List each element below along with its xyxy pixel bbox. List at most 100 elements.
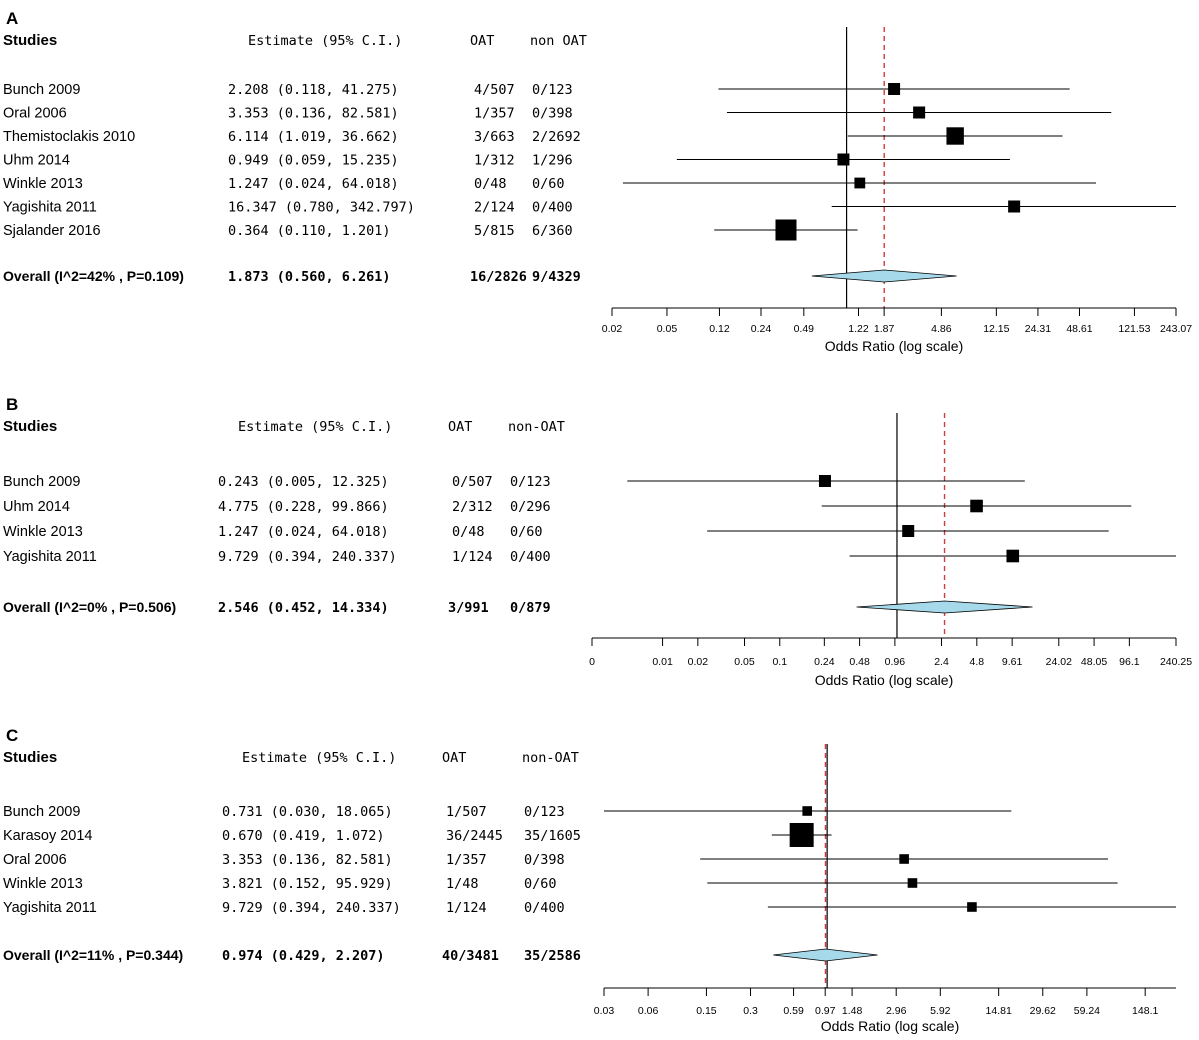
- point-estimate-box: [970, 499, 983, 513]
- x-tick-label: 0.15: [696, 1005, 717, 1017]
- point-estimate-box: [1006, 549, 1020, 563]
- point-estimate-box: [902, 525, 915, 537]
- study-oat-count: 0/48: [452, 524, 485, 540]
- study-oat-count: 1/48: [446, 876, 479, 892]
- studies-header: Studies: [3, 418, 57, 435]
- study-row: Sjalander 2016 0.364 (0.110, 1.201) 5/815 6…: [3, 219, 858, 241]
- x-tick-label: 48.61: [1066, 323, 1092, 335]
- study-estimate: 2.208 (0.118, 41.275): [228, 82, 399, 98]
- point-estimate-box: [946, 127, 964, 145]
- study-estimate: 1.247 (0.024, 64.018): [228, 176, 399, 192]
- oat-header: OAT: [470, 33, 494, 49]
- nonoat-header: non OAT: [530, 33, 587, 49]
- study-estimate: 0.949 (0.059, 15.235): [228, 153, 399, 169]
- oat-header: OAT: [442, 750, 466, 766]
- study-name: Oral 2006: [3, 852, 67, 868]
- study-oat-count: 36/2445: [446, 828, 503, 844]
- nonoat-header: non-OAT: [522, 750, 579, 766]
- x-tick-label: 240.25: [1160, 656, 1192, 668]
- forest-panel-a: A Studies Estimate (95% C.I.) OAT non OAT Bun…: [3, 9, 1192, 354]
- x-tick-label: 0.3: [743, 1005, 758, 1017]
- study-nonoat-count: 0/123: [510, 474, 551, 490]
- study-row: Karasoy 2014 0.670 (0.419, 1.072) 36/2445 3…: [3, 823, 832, 847]
- study-estimate: 0.243 (0.005, 12.325): [218, 474, 389, 490]
- x-tick-label: 2.4: [934, 656, 949, 668]
- point-estimate-box: [802, 806, 813, 816]
- x-tick-label: 0.03: [594, 1005, 615, 1017]
- x-tick-label: 0.59: [783, 1005, 804, 1017]
- x-tick-label: 0.49: [794, 323, 815, 335]
- study-nonoat-count: 0/400: [532, 200, 573, 216]
- estimate-header: Estimate (95% C.I.): [248, 33, 402, 49]
- x-tick-label: 96.1: [1119, 656, 1140, 668]
- study-nonoat-count: 0/398: [524, 852, 565, 868]
- study-name: Bunch 2009: [3, 804, 80, 820]
- x-tick-label: 14.81: [986, 1005, 1012, 1017]
- x-tick-label: 1.22: [848, 323, 869, 335]
- overall-diamond: [773, 948, 878, 962]
- study-oat-count: 1/507: [446, 804, 487, 820]
- study-nonoat-count: 0/398: [532, 106, 573, 122]
- study-row: Oral 2006 3.353 (0.136, 82.581) 1/357 0/398: [3, 852, 1109, 868]
- x-tick-label: 4.8: [970, 656, 985, 668]
- study-estimate: 4.775 (0.228, 99.866): [218, 499, 389, 515]
- overall-nonoat-count: 35/2586: [524, 948, 581, 964]
- study-name: Winkle 2013: [3, 176, 83, 192]
- study-name: Winkle 2013: [3, 524, 83, 540]
- study-nonoat-count: 0/400: [510, 549, 551, 565]
- study-oat-count: 1/312: [474, 153, 515, 169]
- point-estimate-box: [789, 823, 814, 847]
- study-name: Yagishita 2011: [3, 900, 97, 916]
- overall-label: Overall (I^2=0% , P=0.506): [3, 599, 176, 615]
- study-estimate: 1.247 (0.024, 64.018): [218, 524, 389, 540]
- x-tick-label: 0.02: [602, 323, 623, 335]
- x-tick-label: 24.02: [1046, 656, 1072, 668]
- x-tick-label: 9.61: [1002, 656, 1023, 668]
- study-oat-count: 1/124: [446, 900, 487, 916]
- overall-nonoat-count: 0/879: [510, 600, 551, 616]
- x-tick-label: 0.05: [657, 323, 678, 335]
- study-oat-count: 5/815: [474, 223, 515, 239]
- x-tick-label: 59.24: [1074, 1005, 1100, 1017]
- study-estimate: 0.731 (0.030, 18.065): [222, 804, 393, 820]
- study-estimate: 6.114 (1.019, 36.662): [228, 129, 399, 145]
- study-estimate: 9.729 (0.394, 240.337): [218, 549, 397, 565]
- overall-diamond: [856, 600, 1033, 614]
- study-estimate: 9.729 (0.394, 240.337): [222, 900, 401, 916]
- study-estimate: 3.353 (0.136, 82.581): [222, 852, 393, 868]
- study-estimate: 0.364 (0.110, 1.201): [228, 223, 391, 239]
- panel-label: C: [6, 726, 18, 745]
- x-tick-label: 5.92: [930, 1005, 951, 1017]
- study-name: Karasoy 2014: [3, 828, 92, 844]
- x-tick-label: 0.02: [688, 656, 709, 668]
- study-row: Oral 2006 3.353 (0.136, 82.581) 1/357 0/398: [3, 106, 1112, 122]
- study-nonoat-count: 1/296: [532, 153, 573, 169]
- study-nonoat-count: 0/123: [532, 82, 573, 98]
- study-oat-count: 2/312: [452, 499, 493, 515]
- point-estimate-box: [888, 83, 901, 95]
- overall-label: Overall (I^2=42% , P=0.109): [3, 268, 184, 284]
- study-oat-count: 4/507: [474, 82, 515, 98]
- x-tick-label: 0.48: [849, 656, 870, 668]
- x-tick-label: 121.53: [1118, 323, 1150, 335]
- study-row: Winkle 2013 1.247 (0.024, 64.018) 0/48 0/60: [3, 524, 1109, 540]
- forest-panel-c: C Studies Estimate (95% C.I.) OAT non-OAT Bun…: [3, 726, 1176, 1034]
- study-estimate: 3.353 (0.136, 82.581): [228, 106, 399, 122]
- x-tick-label: 0.12: [709, 323, 730, 335]
- study-nonoat-count: 6/360: [532, 223, 573, 239]
- study-nonoat-count: 0/60: [532, 176, 565, 192]
- x-tick-label: 0.96: [885, 656, 906, 668]
- point-estimate-box: [1008, 200, 1021, 213]
- study-nonoat-count: 35/1605: [524, 828, 581, 844]
- study-nonoat-count: 0/296: [510, 499, 551, 515]
- study-name: Yagishita 2011: [3, 549, 97, 565]
- study-name: Bunch 2009: [3, 82, 80, 98]
- study-row: Themistoclakis 2010 6.114 (1.019, 36.662)…: [3, 127, 1063, 145]
- x-tick-label: 29.62: [1030, 1005, 1056, 1017]
- x-tick-label: 0.01: [652, 656, 673, 668]
- study-nonoat-count: 0/60: [524, 876, 557, 892]
- x-tick-label: 0.06: [638, 1005, 659, 1017]
- study-row: Winkle 2013 3.821 (0.152, 95.929) 1/48 0/60: [3, 876, 1118, 892]
- study-oat-count: 2/124: [474, 200, 515, 216]
- estimate-header: Estimate (95% C.I.): [242, 750, 396, 766]
